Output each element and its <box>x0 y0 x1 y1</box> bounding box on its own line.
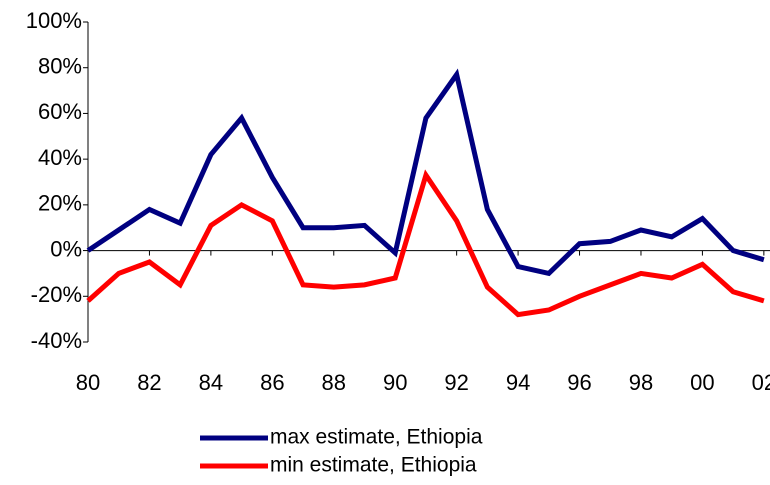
x-tick-label: 84 <box>199 370 223 395</box>
y-tick-label: -20% <box>31 282 82 307</box>
y-tick-label: -40% <box>31 328 82 353</box>
y-tick-label: 20% <box>38 191 82 216</box>
y-tick-label: 80% <box>38 54 82 79</box>
x-tick-label: 90 <box>383 370 407 395</box>
x-tick-label: 88 <box>322 370 346 395</box>
y-tick-label: 60% <box>38 99 82 124</box>
x-tick-label: 96 <box>567 370 591 395</box>
x-tick-label: 80 <box>76 370 100 395</box>
legend-label: max estimate, Ethiopia <box>270 426 483 449</box>
x-tick-label: 86 <box>260 370 284 395</box>
x-tick-label: 94 <box>506 370 530 395</box>
y-tick-label: 0% <box>50 236 82 261</box>
x-tick-label: 82 <box>137 370 161 395</box>
y-tick-label: 100% <box>26 8 82 33</box>
legend: max estimate, Ethiopia min estimate, Ethi… <box>200 426 483 477</box>
series-line <box>86 169 765 318</box>
series-line <box>86 68 765 277</box>
legend-label: min estimate, Ethiopia <box>270 454 477 477</box>
x-tick-label: 92 <box>444 370 468 395</box>
y-tick-label: 40% <box>38 145 82 170</box>
x-tick-label: 98 <box>629 370 653 395</box>
x-tick-label: 00 <box>690 370 714 395</box>
x-tick-label: 02 <box>752 370 770 395</box>
